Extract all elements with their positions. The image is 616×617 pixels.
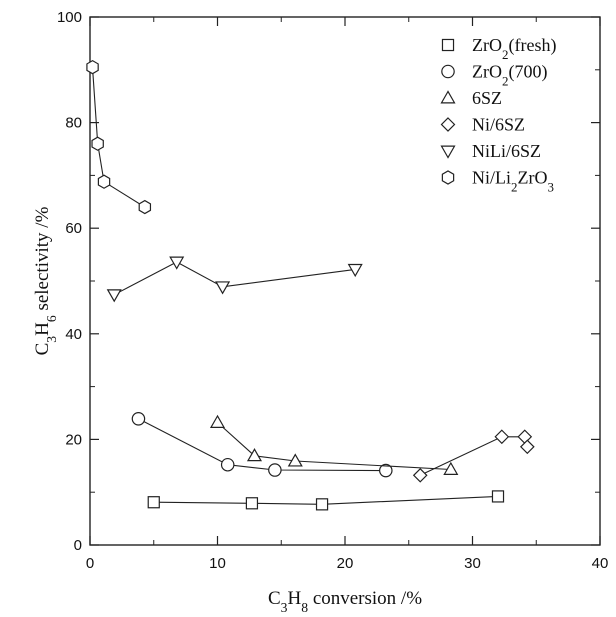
series-line (217, 422, 451, 471)
data-point (131, 412, 146, 426)
x-axis-title: C3H8 conversion /% (268, 588, 422, 615)
series-line (419, 436, 528, 476)
data-point (347, 263, 363, 278)
data-point (315, 498, 329, 511)
series-diamond (412, 429, 535, 483)
series-line (91, 67, 146, 208)
legend-marker (440, 117, 456, 132)
series-line (153, 495, 499, 505)
data-point (220, 457, 235, 472)
data-point (412, 467, 428, 483)
y-tick-label: 20 (65, 431, 82, 448)
data-point (287, 453, 303, 467)
data-point (246, 448, 263, 462)
x-tick-label: 30 (464, 555, 481, 572)
series-line (138, 418, 386, 472)
legend-label: Ni/6SZ (472, 115, 525, 135)
series-line (113, 261, 356, 296)
legend-marker (441, 38, 455, 52)
series-square (147, 490, 505, 511)
data-point (268, 463, 282, 477)
legend-marker (440, 145, 456, 159)
legend-marker (441, 64, 455, 79)
legend-label: ZrO2(700) (472, 62, 547, 89)
data-point (491, 490, 505, 503)
x-axis: 0 10 20 30 40 (86, 17, 609, 572)
data-point (97, 174, 111, 189)
data-point (147, 496, 160, 509)
y-tick-label: 60 (65, 220, 82, 237)
data-point (443, 461, 459, 475)
data-point (91, 136, 104, 151)
y-axis: 0 20 40 60 80 100 (57, 9, 600, 554)
data-point (106, 289, 122, 303)
legend-label: NiLi/6SZ (472, 141, 541, 161)
data-point (245, 497, 259, 510)
x-tick-label: 20 (337, 555, 354, 572)
y-axis-title: C3H6 selectivity /% (32, 206, 59, 355)
data-point (86, 59, 99, 75)
x-tick-label: 40 (592, 555, 609, 572)
legend-label: ZrO2(fresh) (472, 35, 556, 62)
legend-label: 6SZ (472, 88, 502, 108)
legend-marker (441, 170, 455, 185)
data-point (209, 414, 226, 428)
y-tick-label: 100 (57, 9, 82, 26)
series-layer (86, 59, 535, 511)
data-point (494, 429, 510, 445)
series-triangle-down (106, 256, 363, 303)
series-circle (131, 412, 393, 478)
legend-label: Ni/Li2ZrO3 (472, 168, 554, 195)
data-point (519, 439, 535, 455)
data-point (215, 281, 231, 295)
data-point (517, 429, 533, 445)
x-tick-label: 10 (209, 555, 226, 572)
series-triangle-up (209, 414, 459, 475)
y-tick-label: 40 (65, 326, 82, 343)
y-tick-label: 80 (65, 115, 82, 132)
data-point (379, 463, 393, 478)
data-point (138, 199, 152, 215)
legend-marker (440, 90, 456, 104)
legend: ZrO2(fresh)ZrO2(700)6SZ Ni/6SZ NiLi/6SZ Ni/… (440, 35, 556, 195)
x-tick-label: 0 (86, 555, 94, 572)
plot-frame (89, 16, 601, 546)
data-point (169, 256, 185, 270)
y-tick-label: 0 (74, 537, 82, 554)
series-hexagon (86, 59, 152, 215)
